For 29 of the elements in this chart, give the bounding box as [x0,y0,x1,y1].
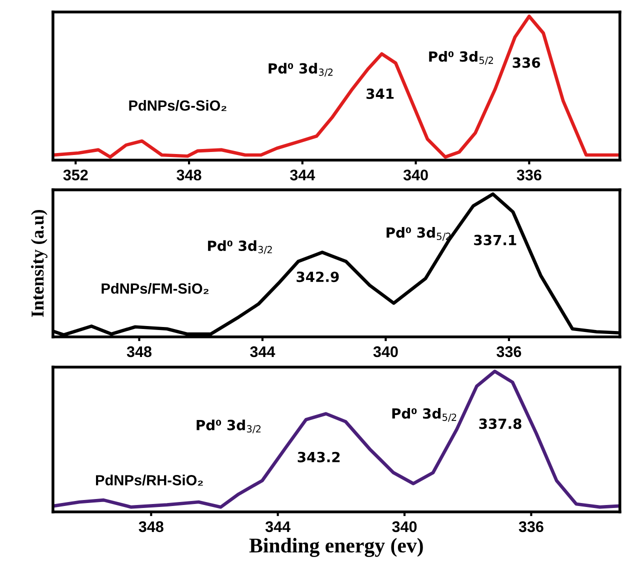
x-tick-label: 336 [516,170,542,180]
x-tick-label: 348 [176,170,202,180]
annotation: 337.8 [479,418,522,430]
x-tick-label: 336 [496,346,522,358]
annotation: Pd⁰ 3d$_{5/2}$ [429,51,493,65]
annotation: 341 [366,88,394,99]
text: PdNPs/G-SiO₂ [129,100,226,112]
x-tick-label: 336 [518,521,544,532]
x-tick-label: 340 [392,521,417,532]
x-tick-label: 344 [290,170,316,180]
x-tick-label: 348 [126,346,152,358]
y-axis-title: Intensity (a.u) [30,210,48,317]
annotation: Pd⁰ 3d$_{3/2}$ [208,240,272,254]
x-axis-title: Binding energy (ev) [249,538,423,557]
x-tick-label: 348 [138,521,164,532]
annotation: Pd⁰ 3d$_{5/2}$ [392,408,456,422]
annotation: 337.1 [474,234,516,246]
annotation: Pd⁰ 3d$_{3/2}$ [268,62,333,77]
annotation: 342.9 [296,272,339,282]
x-tick-label: 340 [373,346,398,358]
text: PdNPs/FM-SiO₂ [102,283,209,294]
series-label: PdNPs/RH-SiO₂ [96,474,203,486]
x-tick-label: 340 [403,170,428,180]
x-tick-label: 352 [63,170,88,180]
annotation: 336 [512,57,540,68]
x-tick-label: 344 [265,521,290,532]
annotation: 343.2 [298,452,340,462]
annotation: Pd⁰ 3d$_{3/2}$ [196,420,261,434]
x-tick-label: 344 [250,346,276,358]
